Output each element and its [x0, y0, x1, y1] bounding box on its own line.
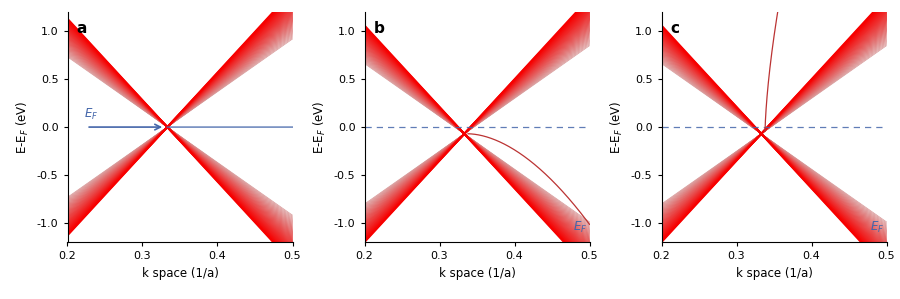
- Text: $E_F$: $E_F$: [870, 220, 884, 235]
- Y-axis label: E-E$_F$ (eV): E-E$_F$ (eV): [609, 100, 626, 154]
- Text: c: c: [670, 21, 680, 36]
- Y-axis label: E-E$_F$ (eV): E-E$_F$ (eV): [15, 100, 32, 154]
- X-axis label: k space (1/a): k space (1/a): [141, 267, 219, 280]
- X-axis label: k space (1/a): k space (1/a): [438, 267, 516, 280]
- Y-axis label: E-E$_F$ (eV): E-E$_F$ (eV): [312, 100, 328, 154]
- Text: b: b: [374, 21, 384, 36]
- Text: $E_F$: $E_F$: [84, 107, 98, 122]
- Text: a: a: [76, 21, 87, 36]
- X-axis label: k space (1/a): k space (1/a): [735, 267, 813, 280]
- Text: $E_F$: $E_F$: [573, 220, 587, 235]
